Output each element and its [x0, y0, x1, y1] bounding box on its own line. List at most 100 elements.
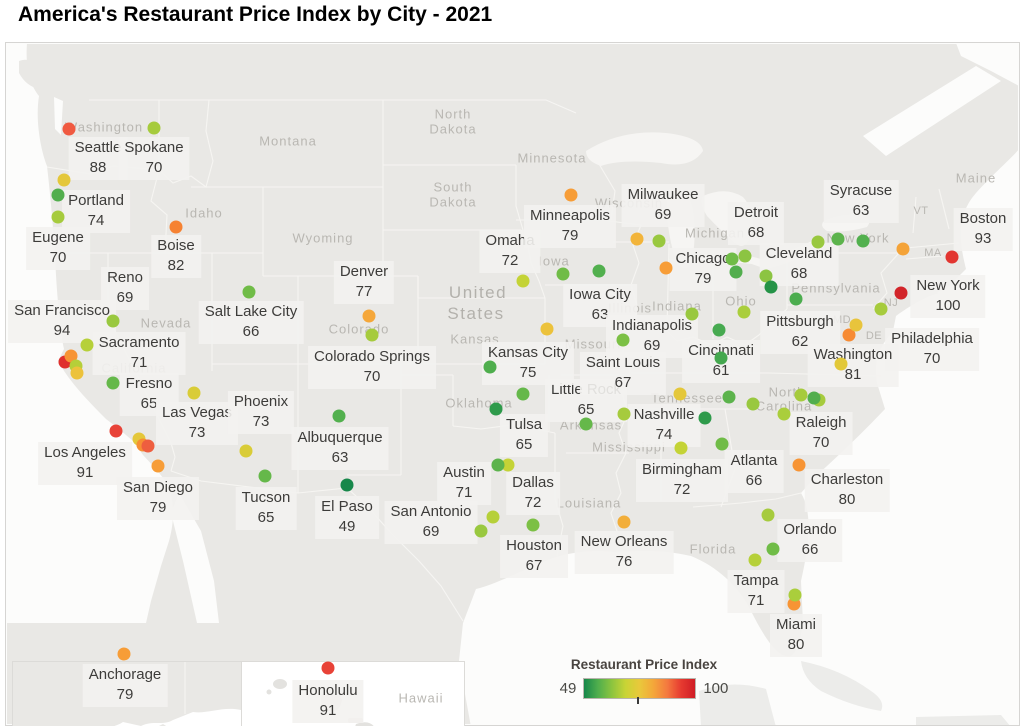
city-name: Sacramento — [98, 334, 180, 351]
city-dot-unlabeled-17[interactable] — [729, 265, 743, 279]
city-dot-unlabeled-13[interactable] — [722, 390, 736, 404]
city-dot-dallas[interactable] — [501, 458, 515, 472]
city-value: 66 — [242, 323, 260, 340]
city-value: 93 — [974, 230, 992, 247]
city-dot-new-york[interactable] — [894, 286, 908, 300]
city-dot-unlabeled-27[interactable] — [777, 407, 791, 421]
city-dot-boise[interactable] — [169, 220, 183, 234]
city-name: Portland — [68, 192, 124, 209]
city-dot-minneapolis[interactable] — [564, 188, 578, 202]
city-dot-unlabeled-23[interactable] — [849, 318, 863, 332]
city-dot-unlabeled-0[interactable] — [51, 188, 65, 202]
city-dot-unlabeled-16[interactable] — [725, 252, 739, 266]
city-dot-cleveland[interactable] — [759, 269, 773, 283]
city-name: Salt Lake City — [204, 303, 298, 320]
city-dot-unlabeled-20[interactable] — [811, 235, 825, 249]
city-dot-kansas-city[interactable] — [540, 322, 554, 336]
city-dot-unlabeled-30[interactable] — [761, 508, 775, 522]
city-dot-phoenix[interactable] — [239, 444, 253, 458]
city-dot-omaha[interactable] — [516, 274, 530, 288]
city-dot-unlabeled-11[interactable] — [489, 402, 503, 416]
city-dot-unlabeled-7[interactable] — [491, 458, 505, 472]
city-dot-nashville[interactable] — [673, 387, 687, 401]
city-dot-unlabeled-18[interactable] — [764, 280, 778, 294]
city-dot-unlabeled-14[interactable] — [698, 411, 712, 425]
city-dot-little-rock[interactable] — [579, 417, 593, 431]
city-dot-unlabeled-22[interactable] — [896, 242, 910, 256]
city-dot-albuquerque[interactable] — [332, 409, 346, 423]
city-dot-milwaukee[interactable] — [652, 234, 666, 248]
city-dot-indianapolis[interactable] — [685, 307, 699, 321]
city-dot-unlabeled-25[interactable] — [794, 388, 808, 402]
city-dot-spokane[interactable] — [147, 121, 161, 135]
city-value: 71 — [130, 354, 148, 371]
city-dot-sacramento[interactable] — [80, 338, 94, 352]
city-dot-washington[interactable] — [842, 328, 856, 342]
legend-max-value: 100 — [703, 680, 729, 697]
city-dot-charleston[interactable] — [792, 458, 806, 472]
city-dot-iowa-city[interactable] — [592, 264, 606, 278]
city-dot-unlabeled-24[interactable] — [834, 357, 848, 371]
city-dot-tulsa[interactable] — [516, 387, 530, 401]
city-dot-san-diego[interactable] — [151, 459, 165, 473]
city-dot-denver[interactable] — [362, 309, 376, 323]
city-dot-tampa[interactable] — [748, 553, 762, 567]
city-name: Birmingham — [641, 461, 723, 478]
city-dot-unlabeled-1[interactable] — [64, 349, 78, 363]
city-dot-unlabeled-8[interactable] — [630, 232, 644, 246]
city-dot-austin[interactable] — [486, 510, 500, 524]
city-dot-tucson[interactable] — [258, 469, 272, 483]
city-dot-syracuse[interactable] — [856, 234, 870, 248]
city-dot-unlabeled-12[interactable] — [617, 407, 631, 421]
city-dot-unlabeled-10[interactable] — [483, 360, 497, 374]
city-dot-unlabeled-21[interactable] — [831, 232, 845, 246]
city-dot-salt-lake-city[interactable] — [242, 285, 256, 299]
city-dot-unlabeled-19[interactable] — [737, 305, 751, 319]
city-dot-atlanta[interactable] — [715, 437, 729, 451]
city-value: 61 — [712, 362, 730, 379]
city-dot-chicago[interactable] — [659, 261, 673, 275]
city-dot-fresno[interactable] — [106, 376, 120, 390]
city-dot-unlabeled-26[interactable] — [807, 391, 821, 405]
city-dot-houston[interactable] — [526, 518, 540, 532]
city-name: San Diego — [122, 479, 194, 496]
city-name: Eugene — [32, 229, 84, 246]
city-dot-unlabeled-3[interactable] — [70, 366, 84, 380]
city-dot-cincinnati[interactable] — [712, 323, 726, 337]
city-dot-san-antonio[interactable] — [474, 524, 488, 538]
city-dot-new-orleans[interactable] — [617, 515, 631, 529]
city-dot-orlando[interactable] — [766, 542, 780, 556]
city-dot-seattle[interactable] — [62, 122, 76, 136]
legend-gradient-bar[interactable] — [583, 678, 697, 699]
city-dot-unlabeled-28[interactable] — [746, 397, 760, 411]
city-name: Pittsburgh — [766, 313, 834, 330]
city-value: 67 — [525, 557, 543, 574]
city-label-san-antonio: San Antonio 69 — [384, 501, 478, 544]
city-dot-unlabeled-6[interactable] — [141, 439, 155, 453]
city-dot-unlabeled-15[interactable] — [714, 351, 728, 365]
city-dot-unlabeled-29[interactable] — [788, 588, 802, 602]
city-dot-detroit[interactable] — [738, 249, 752, 263]
city-value: 79 — [694, 270, 712, 287]
city-name: Iowa City — [569, 286, 631, 303]
city-name: Austin — [443, 464, 485, 481]
city-dot-colorado-springs[interactable] — [365, 328, 379, 342]
city-dot-pittsburgh[interactable] — [789, 292, 803, 306]
city-dot-boston[interactable] — [945, 250, 959, 264]
city-dot-el-paso[interactable] — [340, 478, 354, 492]
city-dot-birmingham[interactable] — [674, 441, 688, 455]
city-dot-reno[interactable] — [106, 314, 120, 328]
city-label-las-vegas: Las Vegas 73 — [155, 402, 239, 445]
city-dot-philadelphia[interactable] — [874, 302, 888, 316]
city-label-detroit: Detroit 68 — [727, 202, 785, 245]
city-dot-anchorage[interactable] — [117, 647, 131, 661]
city-dot-las-vegas[interactable] — [187, 386, 201, 400]
city-value: 81 — [844, 366, 862, 383]
city-dot-honolulu[interactable] — [321, 661, 335, 675]
city-name: New York — [916, 277, 980, 294]
city-dot-portland[interactable] — [57, 173, 71, 187]
city-dot-saint-louis[interactable] — [616, 333, 630, 347]
city-dot-los-angeles[interactable] — [109, 424, 123, 438]
city-dot-eugene[interactable] — [51, 210, 65, 224]
city-dot-unlabeled-9[interactable] — [556, 267, 570, 281]
